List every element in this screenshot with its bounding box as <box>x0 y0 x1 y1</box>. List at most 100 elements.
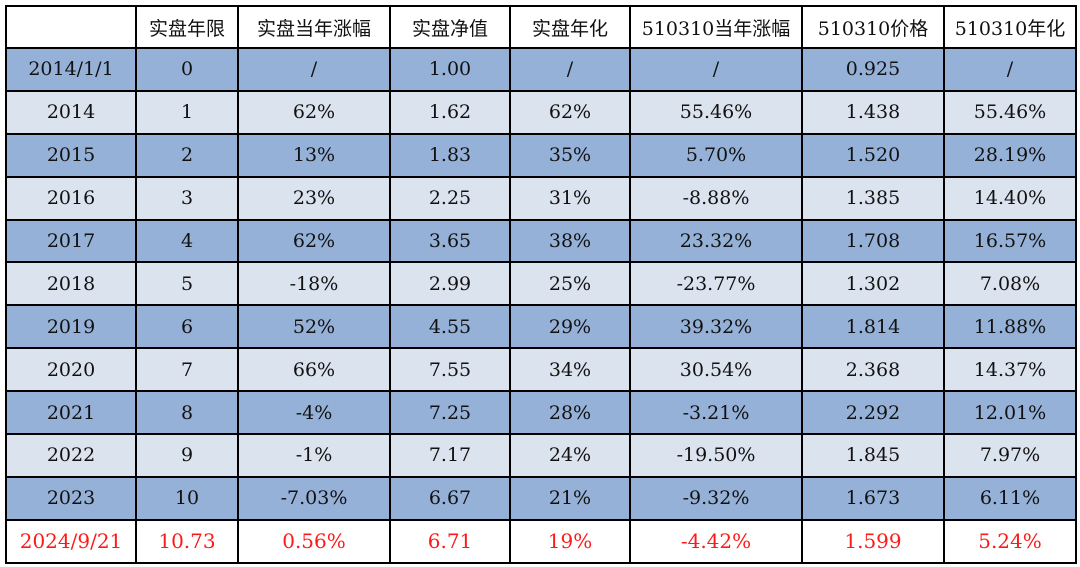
etf-annual-gain-cell: 30.54% <box>629 347 803 393</box>
etf-price-cell: 1.520 <box>801 132 945 178</box>
table-row: 2014/1/1 0/1.00//0.925/ <box>5 47 1077 92</box>
date-cell: 2014 <box>5 89 137 135</box>
date-cell: 2023 <box>5 475 137 521</box>
years-cell: 5 <box>135 261 239 307</box>
date-cell: 2016 <box>5 175 137 221</box>
date-cell: 2020 <box>5 347 137 393</box>
nav-cell: 1.62 <box>389 89 511 135</box>
etf-price-cell: 1.845 <box>801 433 945 478</box>
nav-cell: 7.25 <box>389 390 511 436</box>
etf-annualized-cell: 55.46% <box>943 89 1077 135</box>
table-row: 2023 10 -7.03% 6.67 21% -9.32% 1.673 6.11% <box>5 475 1077 521</box>
annualized-cell: 62% <box>509 89 631 135</box>
etf-annual-gain-cell: 23.32% <box>629 218 803 264</box>
etf-annual-gain-cell: 55.46% <box>629 89 803 135</box>
years-cell: 10.73 <box>135 518 239 564</box>
etf-price-cell: 0.925 <box>801 47 945 92</box>
nav-cell: 2.25 <box>389 175 511 221</box>
date-cell: 2018 <box>5 261 137 307</box>
years-cell: 2 <box>135 132 239 178</box>
annualized-cell: / <box>509 47 631 92</box>
table-row: 2017 4 62% 3.65 38% 23.32% 1.708 16.57% <box>5 218 1077 264</box>
annualized-cell: 24% <box>509 433 631 478</box>
annual-gain-cell: 13% <box>237 132 391 178</box>
etf-annualized-cell: 11.88% <box>943 304 1077 350</box>
nav-cell: 1.83 <box>389 132 511 178</box>
etf-annual-gain-cell: -23.77% <box>629 261 803 307</box>
date-cell: 2017 <box>5 218 137 264</box>
annualized-cell: 34% <box>509 347 631 393</box>
annual-gain-cell: 66% <box>237 347 391 393</box>
header-annualized: 实盘年化 <box>509 5 631 49</box>
date-cell: 2022 <box>5 433 137 478</box>
etf-price-cell: 1.438 <box>801 89 945 135</box>
annualized-cell: 31% <box>509 175 631 221</box>
header-annual-gain: 实盘当年涨幅 <box>237 5 391 49</box>
etf-annual-gain-cell: / <box>629 47 803 92</box>
table-row: 2016 3 23% 2.25 31% -8.88% 1.385 14.40% <box>5 175 1077 221</box>
years-cell: 9 <box>135 433 239 478</box>
annualized-cell: 28% <box>509 390 631 436</box>
annual-gain-cell: -18% <box>237 261 391 307</box>
annual-gain-cell: -1% <box>237 433 391 478</box>
etf-annualized-cell: 28.19% <box>943 132 1077 178</box>
annualized-cell: 29% <box>509 304 631 350</box>
annualized-cell: 35% <box>509 132 631 178</box>
annual-gain-cell: -4% <box>237 390 391 436</box>
etf-annualized-cell: 12.01% <box>943 390 1077 436</box>
table-body: 2014/1/1 0/1.00//0.925/2014 1 62% 1.62 62% 55.… <box>5 47 1077 564</box>
etf-price-cell: 1.814 <box>801 304 945 350</box>
header-etf-annualized: 510310年化 <box>943 5 1077 49</box>
etf-price-cell: 2.292 <box>801 390 945 436</box>
performance-table-container: 实盘年限 实盘当年涨幅 实盘净值 实盘年化 510310当年涨幅 510310价… <box>5 5 1077 564</box>
etf-annual-gain-cell: -3.21% <box>629 390 803 436</box>
years-cell: 8 <box>135 390 239 436</box>
table-row: 2015 2 13% 1.83 35% 5.70% 1.520 28.19% <box>5 132 1077 178</box>
table-row: 2022 9 -1% 7.17 24% -19.50% 1.845 7.97% <box>5 433 1077 478</box>
header-etf-price: 510310价格 <box>801 5 945 49</box>
years-cell: 1 <box>135 89 239 135</box>
date-cell: 2024/9/21 <box>5 518 137 564</box>
header-etf-annual-gain: 510310当年涨幅 <box>629 5 803 49</box>
etf-annualized-cell: 14.37% <box>943 347 1077 393</box>
nav-cell: 7.55 <box>389 347 511 393</box>
header-nav: 实盘净值 <box>389 5 511 49</box>
years-cell: 10 <box>135 475 239 521</box>
years-cell: 6 <box>135 304 239 350</box>
annual-gain-cell: 0.56% <box>237 518 391 564</box>
years-cell: 7 <box>135 347 239 393</box>
nav-cell: 6.67 <box>389 475 511 521</box>
date-cell: 2014/1/1 <box>5 47 137 92</box>
table-row: 2020 7 66% 7.55 34% 30.54% 2.368 14.37% <box>5 347 1077 393</box>
years-cell: 4 <box>135 218 239 264</box>
etf-annual-gain-cell: -19.50% <box>629 433 803 478</box>
etf-annualized-cell: 7.08% <box>943 261 1077 307</box>
nav-cell: 1.00 <box>389 47 511 92</box>
etf-annualized-cell: 7.97% <box>943 433 1077 478</box>
nav-cell: 4.55 <box>389 304 511 350</box>
nav-cell: 3.65 <box>389 218 511 264</box>
etf-annualized-cell: 6.11% <box>943 475 1077 521</box>
etf-price-cell: 1.385 <box>801 175 945 221</box>
etf-price-cell: 1.708 <box>801 218 945 264</box>
annualized-cell: 19% <box>509 518 631 564</box>
table-row: 2021 8 -4% 7.25 28% -3.21% 2.292 12.01% <box>5 390 1077 436</box>
etf-price-cell: 1.599 <box>801 518 945 564</box>
annual-gain-cell: 62% <box>237 89 391 135</box>
annual-gain-cell: 52% <box>237 304 391 350</box>
annual-gain-cell: -7.03% <box>237 475 391 521</box>
etf-price-cell: 2.368 <box>801 347 945 393</box>
years-cell: 3 <box>135 175 239 221</box>
annualized-cell: 21% <box>509 475 631 521</box>
nav-cell: 6.71 <box>389 518 511 564</box>
nav-cell: 2.99 <box>389 261 511 307</box>
etf-price-cell: 1.673 <box>801 475 945 521</box>
date-cell: 2019 <box>5 304 137 350</box>
table-row: 2014 1 62% 1.62 62% 55.46% 1.438 55.46% <box>5 89 1077 135</box>
etf-annualized-cell: / <box>943 47 1077 92</box>
date-cell: 2021 <box>5 390 137 436</box>
etf-annualized-cell: 5.24% <box>943 518 1077 564</box>
annualized-cell: 38% <box>509 218 631 264</box>
nav-cell: 7.17 <box>389 433 511 478</box>
header-blank-cell <box>5 5 137 49</box>
